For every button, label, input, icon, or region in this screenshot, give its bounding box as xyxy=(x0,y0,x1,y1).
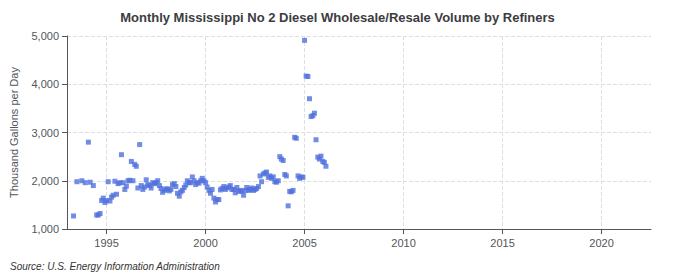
svg-text:1,000: 1,000 xyxy=(31,223,59,235)
svg-text:1995: 1995 xyxy=(94,237,118,249)
svg-text:2,000: 2,000 xyxy=(31,175,59,187)
svg-text:Monthly Mississippi No 2 Diese: Monthly Mississippi No 2 Diesel Wholesal… xyxy=(120,10,555,25)
svg-text:Thousand Gallons per Day: Thousand Gallons per Day xyxy=(8,67,20,198)
svg-text:2020: 2020 xyxy=(589,237,613,249)
svg-text:5,000: 5,000 xyxy=(31,30,59,42)
svg-text:2000: 2000 xyxy=(193,237,217,249)
svg-text:3,000: 3,000 xyxy=(31,127,59,139)
svg-text:Source: U.S. Energy Informatio: Source: U.S. Energy Information Administ… xyxy=(10,261,220,272)
svg-text:2010: 2010 xyxy=(391,237,415,249)
svg-text:2015: 2015 xyxy=(490,237,514,249)
svg-text:2005: 2005 xyxy=(292,237,316,249)
svg-text:4,000: 4,000 xyxy=(31,78,59,90)
